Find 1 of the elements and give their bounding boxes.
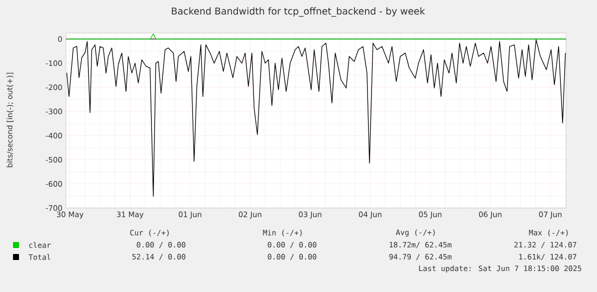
chart-title: Backend Bandwidth for tcp_offnet_backend - by week (172, 7, 426, 17)
